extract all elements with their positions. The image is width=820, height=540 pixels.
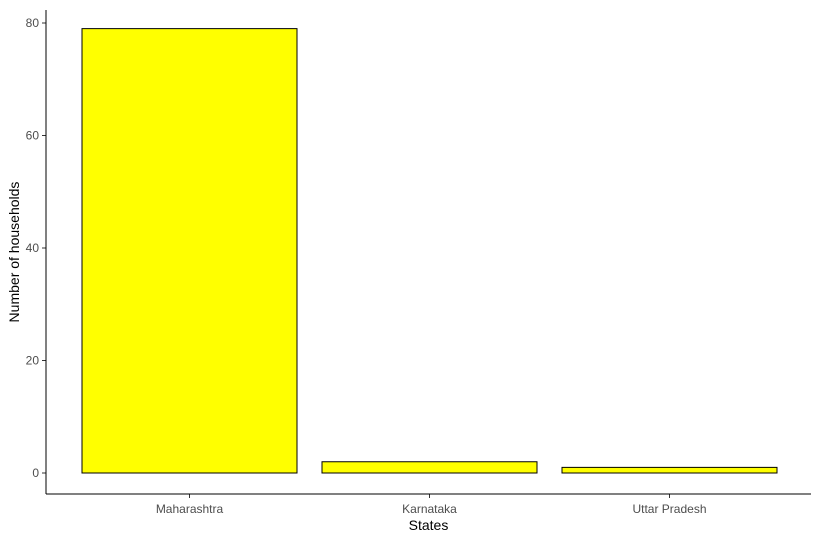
bars-group <box>81 28 778 474</box>
y-tick-label: 20 <box>26 354 40 368</box>
x-tick-label: Maharashtra <box>156 502 224 516</box>
y-axis-ticks: 0 20 40 60 80 <box>26 16 46 480</box>
bar-uttar-pradesh <box>561 466 778 474</box>
y-tick-label: 40 <box>26 241 40 255</box>
bar-maharashtra <box>81 28 298 474</box>
y-tick-label: 60 <box>26 129 40 143</box>
y-axis-title: Number of households <box>6 182 22 323</box>
bar-karnataka <box>321 461 538 474</box>
x-tick-label: Uttar Pradesh <box>632 502 706 516</box>
y-tick-label: 80 <box>26 16 40 30</box>
x-tick-label: Karnataka <box>402 502 457 516</box>
y-tick-label: 0 <box>32 466 39 480</box>
x-axis-ticks: Maharashtra Karnataka Uttar Pradesh <box>156 494 707 516</box>
x-axis-title: States <box>409 517 449 533</box>
